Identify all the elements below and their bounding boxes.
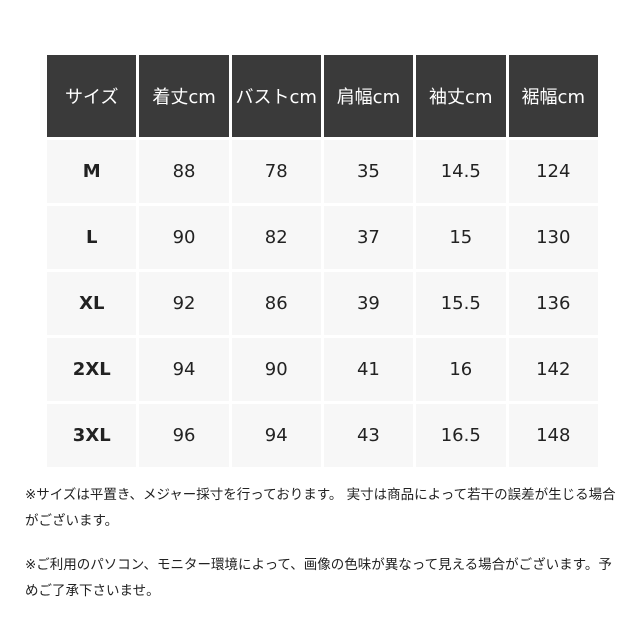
size-cell: M: [47, 140, 137, 203]
value-cell: 142: [508, 338, 598, 401]
value-cell: 86: [231, 272, 321, 335]
value-cell: 41: [323, 338, 413, 401]
size-chart-table: サイズ 着丈cm バストcm 肩幅cm 袖丈cm 裾幅cm M 88 78 35 14.…: [44, 52, 601, 470]
value-cell: 43: [323, 404, 413, 467]
size-cell: L: [47, 206, 137, 269]
note-color: ※ご利用のパソコン、モニター環境によって、画像の色味が異なって見える場合がござい…: [25, 557, 612, 599]
value-cell: 88: [139, 140, 229, 203]
notes: ※サイズは平置き、メジャー採寸を行っております。 実寸は商品によって若干の誤差が…: [25, 482, 625, 622]
value-cell: 39: [323, 272, 413, 335]
table-row: 3XL 96 94 43 16.5 148: [47, 404, 598, 467]
value-cell: 15.5: [416, 272, 506, 335]
value-cell: 90: [231, 338, 321, 401]
value-cell: 16: [416, 338, 506, 401]
header-cell: 裾幅cm: [508, 55, 598, 137]
value-cell: 37: [323, 206, 413, 269]
value-cell: 14.5: [416, 140, 506, 203]
value-cell: 90: [139, 206, 229, 269]
value-cell: 148: [508, 404, 598, 467]
header-cell: 肩幅cm: [323, 55, 413, 137]
value-cell: 94: [231, 404, 321, 467]
value-cell: 124: [508, 140, 598, 203]
table-row: L 90 82 37 15 130: [47, 206, 598, 269]
value-cell: 35: [323, 140, 413, 203]
table-row: M 88 78 35 14.5 124: [47, 140, 598, 203]
value-cell: 96: [139, 404, 229, 467]
header-cell: バストcm: [231, 55, 321, 137]
note-measurement: ※サイズは平置き、メジャー採寸を行っております。 実寸は商品によって若干の誤差が…: [25, 487, 616, 529]
size-cell: 2XL: [47, 338, 137, 401]
header-row: サイズ 着丈cm バストcm 肩幅cm 袖丈cm 裾幅cm: [47, 55, 598, 137]
header-cell: サイズ: [47, 55, 137, 137]
value-cell: 16.5: [416, 404, 506, 467]
size-cell: 3XL: [47, 404, 137, 467]
size-cell: XL: [47, 272, 137, 335]
header-cell: 着丈cm: [139, 55, 229, 137]
header-cell: 袖丈cm: [416, 55, 506, 137]
value-cell: 78: [231, 140, 321, 203]
value-cell: 94: [139, 338, 229, 401]
value-cell: 136: [508, 272, 598, 335]
value-cell: 92: [139, 272, 229, 335]
table-row: 2XL 94 90 41 16 142: [47, 338, 598, 401]
table-row: XL 92 86 39 15.5 136: [47, 272, 598, 335]
value-cell: 15: [416, 206, 506, 269]
value-cell: 82: [231, 206, 321, 269]
value-cell: 130: [508, 206, 598, 269]
